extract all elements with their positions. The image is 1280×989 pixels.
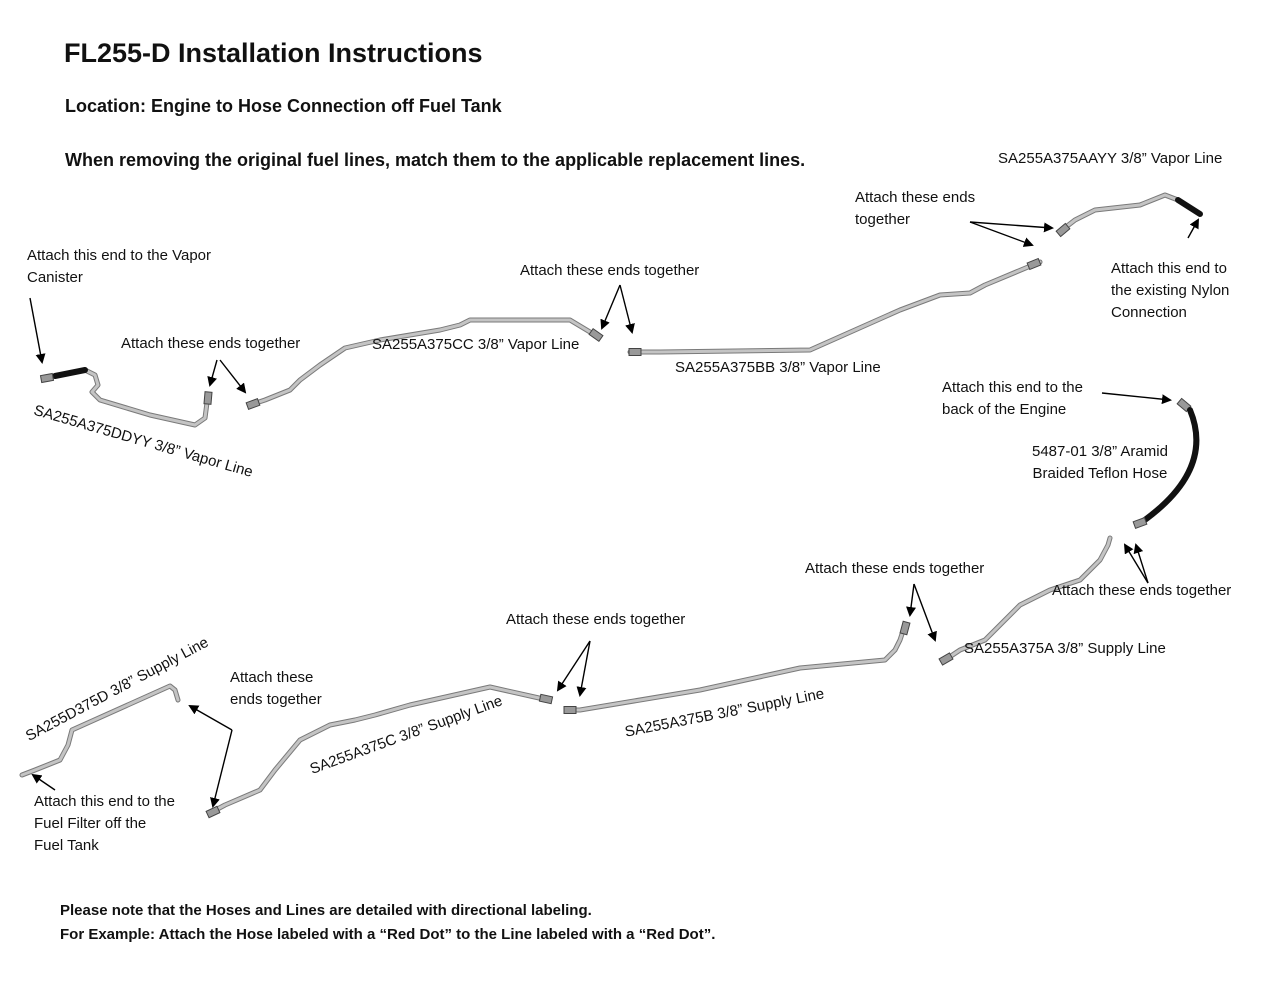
tube-b <box>565 623 907 712</box>
callout-arrow <box>969 221 1054 233</box>
instruction-text: When removing the original fuel lines, m… <box>65 150 806 170</box>
footer-note-2: For Example: Attach the Hose labeled wit… <box>60 926 716 943</box>
callout-arrow <box>556 640 591 692</box>
tube-c <box>208 685 550 815</box>
fitting-cc-start <box>245 398 261 410</box>
tube-cc <box>248 318 597 407</box>
callout-arrow <box>906 583 916 617</box>
callout-arrow <box>207 359 218 387</box>
callout-arrow <box>1101 392 1172 405</box>
fitting-aayy-start <box>1055 222 1071 238</box>
callout-arrow <box>600 284 621 330</box>
callout-arrow <box>210 729 233 808</box>
callout-join-c-d: Attach these ends together <box>230 669 322 708</box>
callout-join-cc-bb: Attach these ends together <box>520 262 700 279</box>
page-title: FL255-D Installation Instructions <box>64 38 483 68</box>
callout-arrow <box>576 640 591 697</box>
fitting-a-start <box>938 652 954 666</box>
part-label-a: SA255A375A 3/8” Supply Line <box>964 640 1166 657</box>
part-label-aayy: SA255A375AAYY 3/8” Vapor Line <box>998 150 1223 167</box>
callout-arrow <box>219 359 247 394</box>
callout-arrow <box>1123 543 1149 584</box>
fitting-b-end <box>899 620 911 636</box>
tube-b-edge <box>564 622 908 713</box>
callout-engine: Attach this end to the back of the Engin… <box>942 379 1083 418</box>
hose-aayy <box>1175 197 1203 217</box>
tube-d <box>20 684 180 777</box>
fitting-bb-start <box>628 348 642 356</box>
callout-arrow <box>31 773 56 791</box>
fitting-bb-end <box>1026 257 1042 271</box>
callout-join-bb-aayy: Attach these ends together <box>855 189 976 228</box>
tube-ddyy-edge <box>82 367 211 428</box>
fitting-ddyy-end <box>203 391 213 405</box>
fitting-c-start <box>205 805 221 819</box>
fitting-hose-end <box>1132 517 1148 529</box>
callout-vapor-canister: Attach this end to the Vapor Canister <box>27 247 212 286</box>
teflon-hose <box>1139 407 1200 525</box>
fitting-cc-end <box>588 327 604 343</box>
footer-note-1: Please note that the Hoses and Lines are… <box>60 902 592 919</box>
hose-ddyy <box>52 367 88 379</box>
callout-join-a-b: Attach these ends together <box>805 560 985 577</box>
part-label-hose: 5487-01 3/8” Aramid Braided Teflon Hose <box>1032 443 1168 482</box>
tube-aayy-edge <box>1059 192 1181 233</box>
tube-aayy <box>1060 193 1180 232</box>
callout-arrow <box>188 705 233 731</box>
fitting-c-end <box>538 693 554 705</box>
callout-arrow <box>1133 543 1149 584</box>
callout-nylon: Attach this end to the existing Nylon Co… <box>1111 260 1230 321</box>
callout-fuel-filter: Attach this end to the Fuel Filter off t… <box>34 793 175 854</box>
callout-join-b-c: Attach these ends together <box>506 611 686 628</box>
tube-bb <box>628 260 1042 354</box>
callout-arrow <box>29 297 46 364</box>
tube-ddyy <box>83 368 210 427</box>
fitting-ddyy-canister <box>39 372 55 384</box>
callout-arrow <box>913 583 937 642</box>
callout-join-hose-a: Attach these ends together <box>1052 582 1232 599</box>
location-subtitle: Location: Engine to Hose Connection off … <box>65 96 502 116</box>
callout-arrow <box>619 284 635 334</box>
part-label-cc: SA255A375CC 3/8” Vapor Line <box>372 336 580 353</box>
callout-arrow <box>1187 218 1199 239</box>
callout-join-ddyy-cc: Attach these ends together <box>121 335 301 352</box>
fitting-b-start <box>563 706 577 714</box>
callout-arrow <box>969 221 1034 247</box>
part-label-bb: SA255A375BB 3/8” Vapor Line <box>675 359 881 376</box>
tube-a <box>943 536 1112 662</box>
